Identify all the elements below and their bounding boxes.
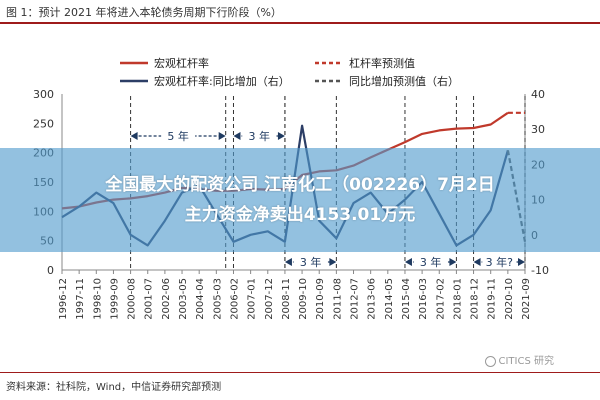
period-arrow-head [449,258,457,266]
x-tick-label: 2005-03 [212,278,223,320]
period-arrow-head [329,258,337,266]
watermark: CITICS 研究 [484,352,555,367]
period-label-bg [413,253,448,269]
x-tick-label: 1996-12 [58,278,69,320]
period-arrow-head [518,258,525,266]
period-label-bg [482,253,517,269]
y-left-tick-label: 300 [33,88,54,101]
x-tick-label: 2009-10 [298,278,309,320]
period-label-bg [161,127,196,143]
x-tick-label: 2010-09 [315,278,326,320]
x-tick-label: 2008-11 [281,278,292,320]
y-left-tick-label: 0 [47,264,54,277]
period-arrow-head [218,132,226,140]
x-tick-label: 2017-02 [435,278,446,320]
x-tick-label: 2014-05 [384,278,395,320]
legend-label: 宏观杠杆率 [154,56,209,70]
watermark-text: CITICS 研究 [498,356,555,367]
period-label: 3 年 [420,255,442,269]
x-tick-label: 2021-09 [521,278,532,320]
x-tick-label: 2003-05 [178,278,189,320]
period-arrow-head [404,258,412,266]
x-tick-label: 2000-08 [127,278,138,320]
legend-label: 同比增加预测值（右） [349,74,459,88]
x-tick-label: 2001-07 [144,278,155,320]
period-arrow-head [233,132,241,140]
y-right-tick-label: -10 [531,264,549,277]
x-tick-label: 2012-07 [350,278,361,320]
period-label: 3 年? [486,255,513,269]
period-arrow-head [277,132,285,140]
watermark-icon [484,355,496,367]
y-left-tick-label: 250 [33,117,54,130]
x-tick-label: 1998-10 [92,278,103,320]
legend-label: 宏观杠杆率:同比增加（右） [154,74,290,88]
period-label: 3 年 [248,129,270,143]
x-tick-label: 2018-01 [452,278,463,320]
x-tick-label: 2002-06 [161,278,172,320]
x-tick-label: 2019-11 [487,278,498,320]
period-label: 3 年 [300,255,322,269]
period-arrow-head [284,258,292,266]
x-tick-label: 2020-10 [504,278,515,320]
title-divider [0,22,600,24]
period-label-bg [242,127,277,143]
period-label-bg [293,253,328,269]
x-tick-label: 2011-08 [332,278,343,320]
x-tick-label: 2013-06 [367,278,378,320]
period-label: 5 年 [167,129,189,143]
source-divider [0,372,600,373]
x-tick-label: 2007-12 [264,278,275,320]
x-tick-label: 1997-11 [75,278,86,320]
period-arrow-head [130,132,138,140]
banner-line-1: 全国最大的配资公司 江南化工（002226）7月2日 [105,175,495,195]
overlay-banner[interactable]: 全国最大的配资公司 江南化工（002226）7月2日 主力资金净卖出4153.0… [0,148,600,252]
x-tick-label: 2004-04 [195,278,206,320]
x-tick-label: 1999-09 [109,278,120,320]
banner-line-2: 主力资金净卖出4153.01万元 [184,205,416,225]
x-tick-label: 2015-04 [401,278,412,320]
source-note: 资料来源：社科院，Wind，中信证券研究部预测 [6,382,222,393]
figure-title: 图 1：预计 2021 年将进入本轮债务周期下行阶段（%） [6,6,282,19]
x-tick-label: 2016-03 [418,278,429,320]
legend-label: 杠杆率预测值 [349,56,415,70]
period-arrow-head [473,258,481,266]
y-right-tick-label: 30 [531,123,545,136]
x-tick-label: 2006-02 [229,278,240,320]
x-tick-label: 2007-01 [247,278,258,320]
x-tick-label: 2018-12 [470,278,481,320]
y-right-tick-label: 40 [531,88,545,101]
